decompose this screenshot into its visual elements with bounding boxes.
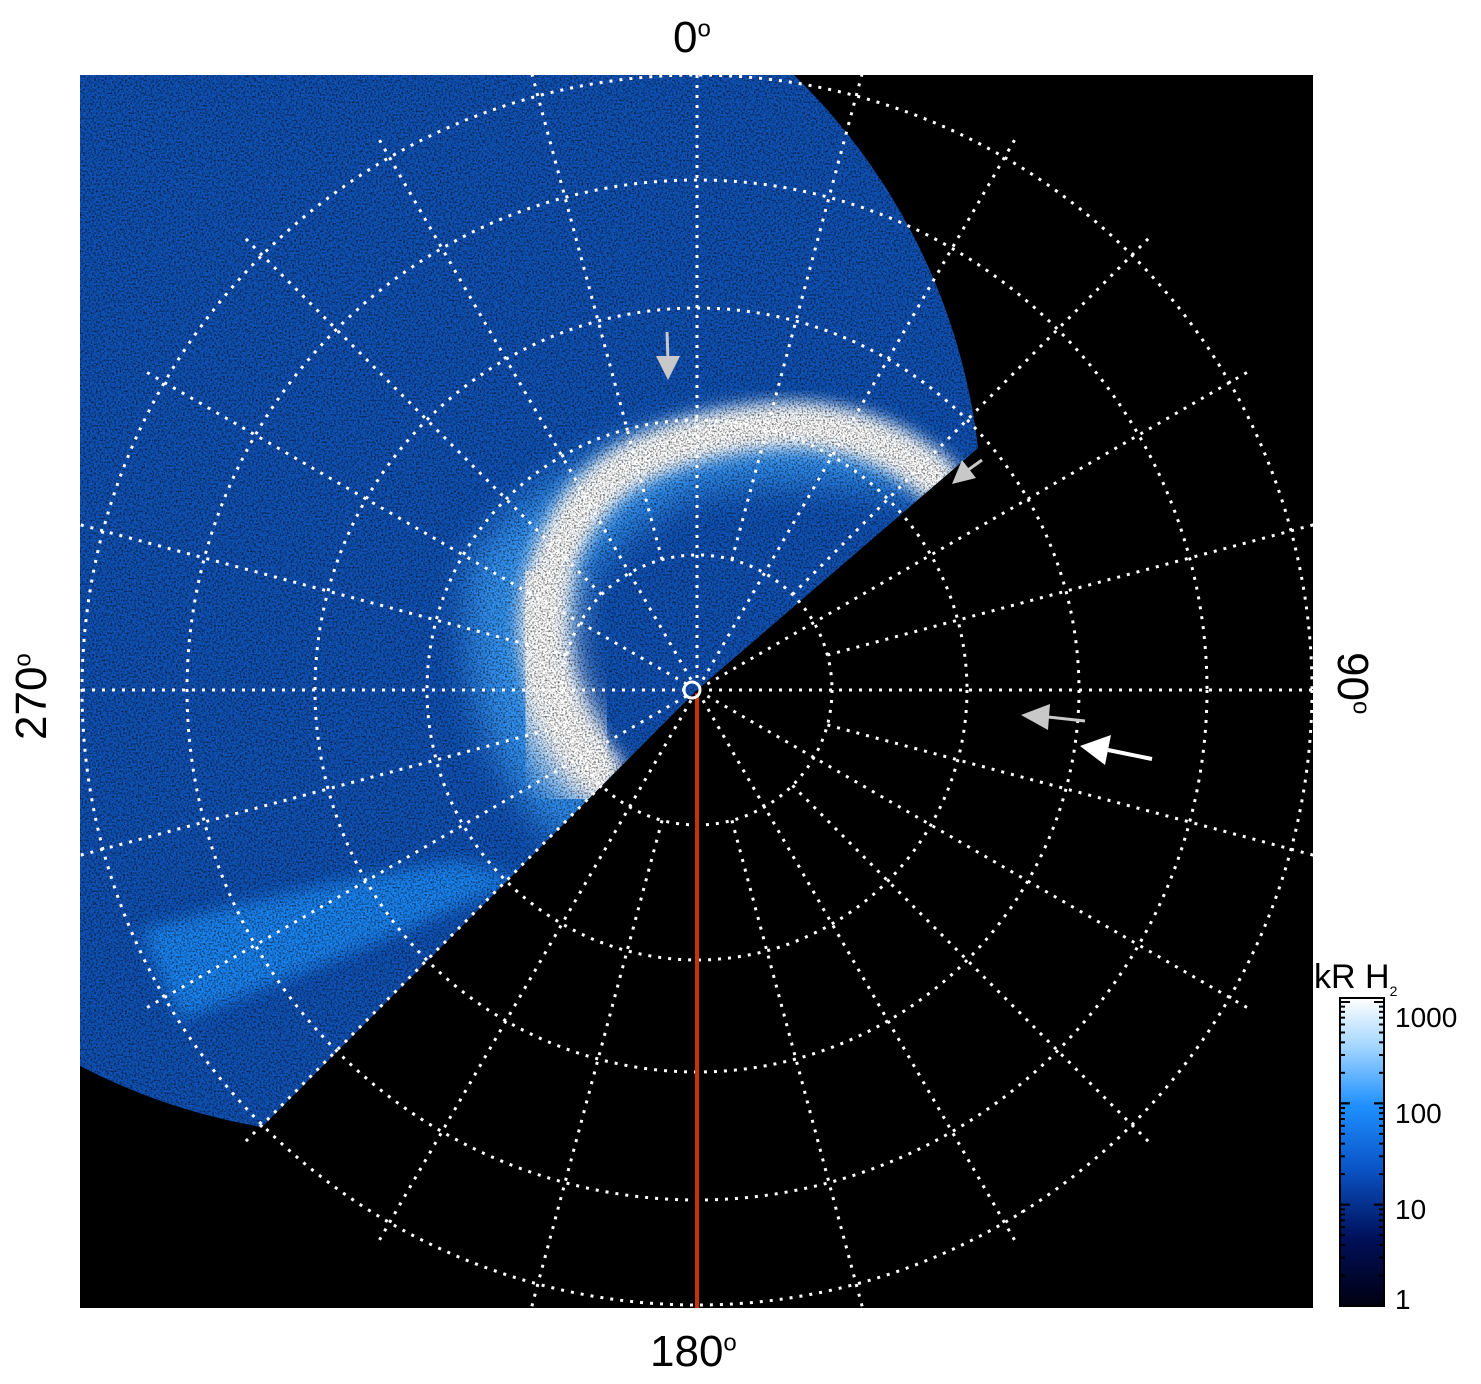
grid-spoke [827, 523, 1313, 657]
colorbar-tick-label: 100 [1395, 1098, 1442, 1129]
right-middle-arrow [1021, 704, 1086, 730]
colorbar-tick-label: 1000 [1395, 1002, 1458, 1033]
colorbar-tick-label: 10 [1395, 1194, 1427, 1225]
right-lower-arrow [1080, 735, 1153, 765]
axis-label-top: 0o [673, 13, 711, 62]
axis-label-right: 90o [1328, 652, 1377, 715]
grid-spoke [243, 236, 603, 596]
grid-spoke [529, 820, 664, 1308]
grid-spoke [243, 784, 603, 1144]
grid-spoke [791, 236, 1151, 596]
grid-ring [425, 418, 969, 962]
upper-arrow [656, 331, 680, 380]
colorbar [1339, 997, 1385, 1307]
colorbar-title: kR H2 [1314, 958, 1398, 999]
axis-label-left: 270o [7, 653, 56, 740]
grid-spoke [827, 723, 1313, 857]
pole-marker [682, 680, 702, 700]
grid-spoke [80, 523, 567, 657]
grid-spoke [730, 820, 865, 1308]
grid-spoke [530, 75, 664, 560]
right-upper-arrow [952, 458, 983, 484]
grid-spoke [80, 723, 567, 857]
polar-grid [80, 75, 1313, 1308]
grid-spoke [730, 75, 864, 560]
colorbar-gradient [1339, 997, 1385, 1307]
colorbar-tick-label: 1 [1395, 1284, 1411, 1315]
axis-label-bottom: 180o [650, 1327, 737, 1376]
grid-spoke [791, 784, 1151, 1144]
